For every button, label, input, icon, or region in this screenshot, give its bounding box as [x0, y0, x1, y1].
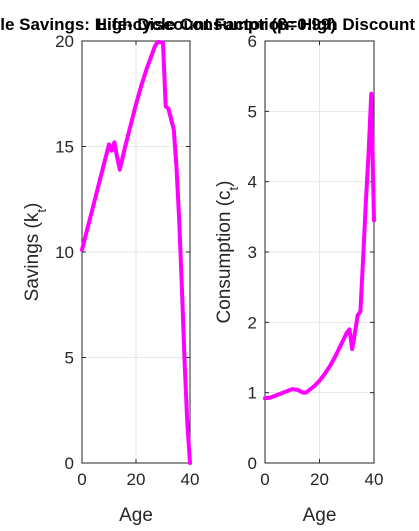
consumption-y-tick-label: 0 [248, 454, 257, 473]
savings-title: Life-cycle Savings: High Discount Factor… [0, 15, 336, 34]
savings-y-tick-label: 15 [55, 138, 74, 157]
consumption-x-axis-label: Age [303, 505, 337, 526]
consumption-y-tick-label: 1 [248, 384, 257, 403]
consumption-chart: 0 20 40 0 1 2 3 4 5 6 Age Consumption (ct) Life-cycl… [97, 15, 419, 526]
consumption-series-line [263, 91, 376, 401]
consumption-y-tick-label: 3 [248, 243, 257, 262]
savings-x-tick-label: 40 [181, 470, 200, 489]
savings-series-line [80, 40, 192, 465]
savings-y-axis-label: Savings (kt) [22, 203, 49, 302]
consumption-x-tick-label: 20 [310, 470, 329, 489]
savings-y-tick-label: 10 [55, 243, 74, 262]
consumption-title: Life-cycle Consumption: High Discount Fa… [97, 15, 419, 34]
savings-y-tick-label: 20 [55, 32, 74, 51]
consumption-y-tick-label: 5 [248, 102, 257, 121]
savings-y-tick-label: 5 [65, 349, 74, 368]
savings-y-tick-label: 0 [65, 454, 74, 473]
consumption-x-tick-label: 40 [365, 470, 384, 489]
consumption-y-axis-label: Consumption (ct) [214, 180, 241, 323]
savings-x-tick-label: 0 [77, 470, 86, 489]
savings-x-tick-label: 20 [127, 470, 146, 489]
consumption-y-tick-label: 4 [248, 173, 257, 192]
consumption-y-tick-label: 2 [248, 313, 257, 332]
consumption-x-tick-label: 0 [260, 470, 269, 489]
savings-x-axis-label: Age [119, 505, 153, 526]
consumption-y-tick-label: 6 [248, 32, 257, 51]
